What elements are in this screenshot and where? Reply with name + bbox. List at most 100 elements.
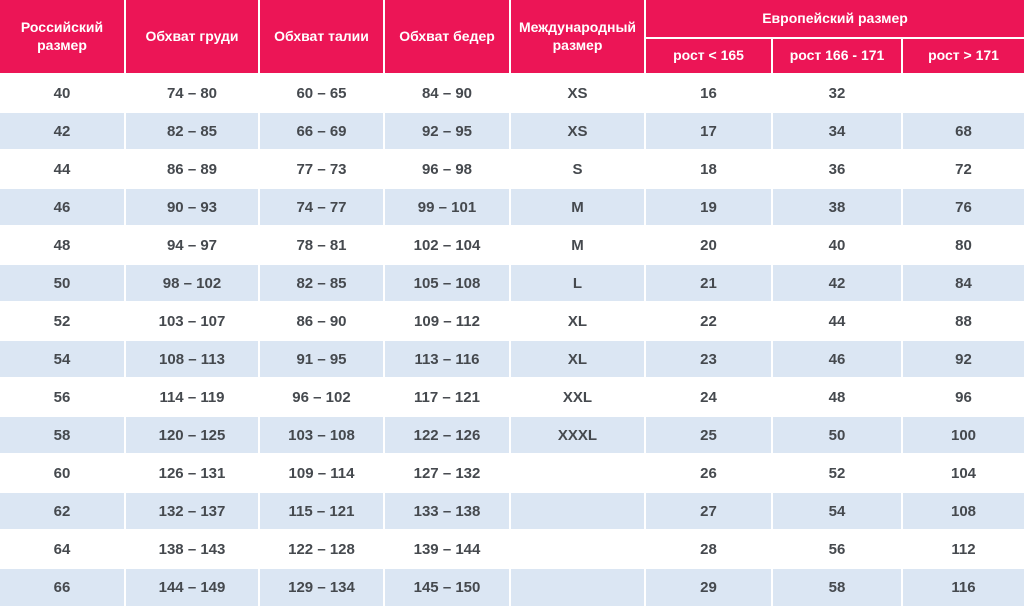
table-cell: 22 xyxy=(644,301,773,341)
header-russian-size: Российский размер xyxy=(0,0,126,75)
table-row: 52 103 – 107 86 – 90 109 – 112 XL 22 44 88 xyxy=(0,301,1024,341)
table-cell: 113 – 116 xyxy=(383,339,511,379)
table-cell: 92 – 95 xyxy=(383,111,511,151)
table-cell: 48 xyxy=(771,377,903,417)
table-cell: 127 – 132 xyxy=(383,453,511,493)
table-cell: 114 – 119 xyxy=(124,377,260,417)
table-cell: 99 – 101 xyxy=(383,187,511,227)
table-cell: 108 – 113 xyxy=(124,339,260,379)
table-cell: 40 xyxy=(771,225,903,265)
table-row: 44 86 – 89 77 – 73 96 – 98 S 18 36 72 xyxy=(0,149,1024,189)
table-cell xyxy=(509,453,646,493)
table-cell: 60 – 65 xyxy=(258,73,385,113)
table-cell: 133 – 138 xyxy=(383,491,511,531)
table-cell: 24 xyxy=(644,377,773,417)
table-body: 40 74 – 80 60 – 65 84 – 90 XS 16 32 42 82 – 85 66… xyxy=(0,73,1024,606)
table-cell: 116 xyxy=(900,567,1024,606)
table-cell: M xyxy=(509,225,646,265)
table-cell: 94 – 97 xyxy=(124,225,260,265)
table-cell: 38 xyxy=(771,187,903,227)
table-cell: 98 – 102 xyxy=(124,263,260,303)
table-cell: 16 xyxy=(644,73,773,113)
table-cell: 23 xyxy=(644,339,773,379)
table-cell: M xyxy=(509,187,646,227)
table-cell: 82 – 85 xyxy=(258,263,385,303)
header-row-bottom: рост < 165 рост 166 - 171 рост > 171 xyxy=(0,37,1024,75)
table-cell: 126 – 131 xyxy=(124,453,260,493)
table-cell: XXL xyxy=(509,377,646,417)
table-cell xyxy=(509,491,646,531)
header-international-size: Международный размер xyxy=(509,0,646,75)
table-cell: 32 xyxy=(771,73,903,113)
table-cell: 105 – 108 xyxy=(383,263,511,303)
table-cell: XS xyxy=(509,111,646,151)
table-cell: 52 xyxy=(771,453,903,493)
header-waist: Обхват талии xyxy=(258,0,385,75)
table-cell: 122 – 126 xyxy=(383,415,511,455)
table-cell xyxy=(509,567,646,606)
table-header: Российский размер Обхват груди Обхват та… xyxy=(0,0,1024,75)
table-cell: 96 – 98 xyxy=(383,149,511,189)
table-cell: 60 xyxy=(0,453,126,493)
table-cell: 62 xyxy=(0,491,126,531)
table-cell: 117 – 121 xyxy=(383,377,511,417)
table-cell: 26 xyxy=(644,453,773,493)
table-row: 40 74 – 80 60 – 65 84 – 90 XS 16 32 xyxy=(0,73,1024,113)
table-cell: 64 xyxy=(0,529,126,569)
table-cell: L xyxy=(509,263,646,303)
table-cell: 86 – 89 xyxy=(124,149,260,189)
table-cell: 42 xyxy=(0,111,126,151)
table-cell: 48 xyxy=(0,225,126,265)
table-cell: 115 – 121 xyxy=(258,491,385,531)
table-cell: 86 – 90 xyxy=(258,301,385,341)
table-cell: 82 – 85 xyxy=(124,111,260,151)
table-cell: 46 xyxy=(771,339,903,379)
table-cell: 36 xyxy=(771,149,903,189)
table-cell: 56 xyxy=(0,377,126,417)
table-cell: 132 – 137 xyxy=(124,491,260,531)
table-cell: 120 – 125 xyxy=(124,415,260,455)
table-cell: 109 – 114 xyxy=(258,453,385,493)
table-cell: 112 xyxy=(900,529,1024,569)
table-cell: 96 – 102 xyxy=(258,377,385,417)
table-cell: 44 xyxy=(771,301,903,341)
table-row: 56 114 – 119 96 – 102 117 – 121 XXL 24 48 96 xyxy=(0,377,1024,417)
table-cell: 84 – 90 xyxy=(383,73,511,113)
table-cell: 34 xyxy=(771,111,903,151)
table-cell: 90 – 93 xyxy=(124,187,260,227)
table-row: 46 90 – 93 74 – 77 99 – 101 M 19 38 76 xyxy=(0,187,1024,227)
table-cell: XL xyxy=(509,339,646,379)
table-cell: 50 xyxy=(771,415,903,455)
table-row: 50 98 – 102 82 – 85 105 – 108 L 21 42 84 xyxy=(0,263,1024,303)
table-cell: 58 xyxy=(771,567,903,606)
table-cell: S xyxy=(509,149,646,189)
table-cell: 44 xyxy=(0,149,126,189)
header-chest: Обхват груди xyxy=(124,0,260,75)
header-height-lt-165: рост < 165 xyxy=(644,37,773,75)
table-cell: 88 xyxy=(900,301,1024,341)
table-cell: 78 – 81 xyxy=(258,225,385,265)
table-row: 42 82 – 85 66 – 69 92 – 95 XS 17 34 68 xyxy=(0,111,1024,151)
table-cell: 102 – 104 xyxy=(383,225,511,265)
table-cell: 76 xyxy=(900,187,1024,227)
table-cell: 145 – 150 xyxy=(383,567,511,606)
table-cell: 91 – 95 xyxy=(258,339,385,379)
table-cell: 19 xyxy=(644,187,773,227)
table-cell: 17 xyxy=(644,111,773,151)
table-cell: 28 xyxy=(644,529,773,569)
table-cell: 109 – 112 xyxy=(383,301,511,341)
table-cell: 56 xyxy=(771,529,903,569)
table-cell: 80 xyxy=(900,225,1024,265)
table-row: 64 138 – 143 122 – 128 139 – 144 28 56 112 xyxy=(0,529,1024,569)
table-cell: 100 xyxy=(900,415,1024,455)
table-cell: 103 – 107 xyxy=(124,301,260,341)
table-cell: 96 xyxy=(900,377,1024,417)
table-cell: 20 xyxy=(644,225,773,265)
table-row: 66 144 – 149 129 – 134 145 – 150 29 58 116 xyxy=(0,567,1024,606)
table-row: 48 94 – 97 78 – 81 102 – 104 M 20 40 80 xyxy=(0,225,1024,265)
table-cell: 108 xyxy=(900,491,1024,531)
table-cell: 54 xyxy=(0,339,126,379)
table-row: 58 120 – 125 103 – 108 122 – 126 XXXL 25 50 100 xyxy=(0,415,1024,455)
table-cell: 50 xyxy=(0,263,126,303)
